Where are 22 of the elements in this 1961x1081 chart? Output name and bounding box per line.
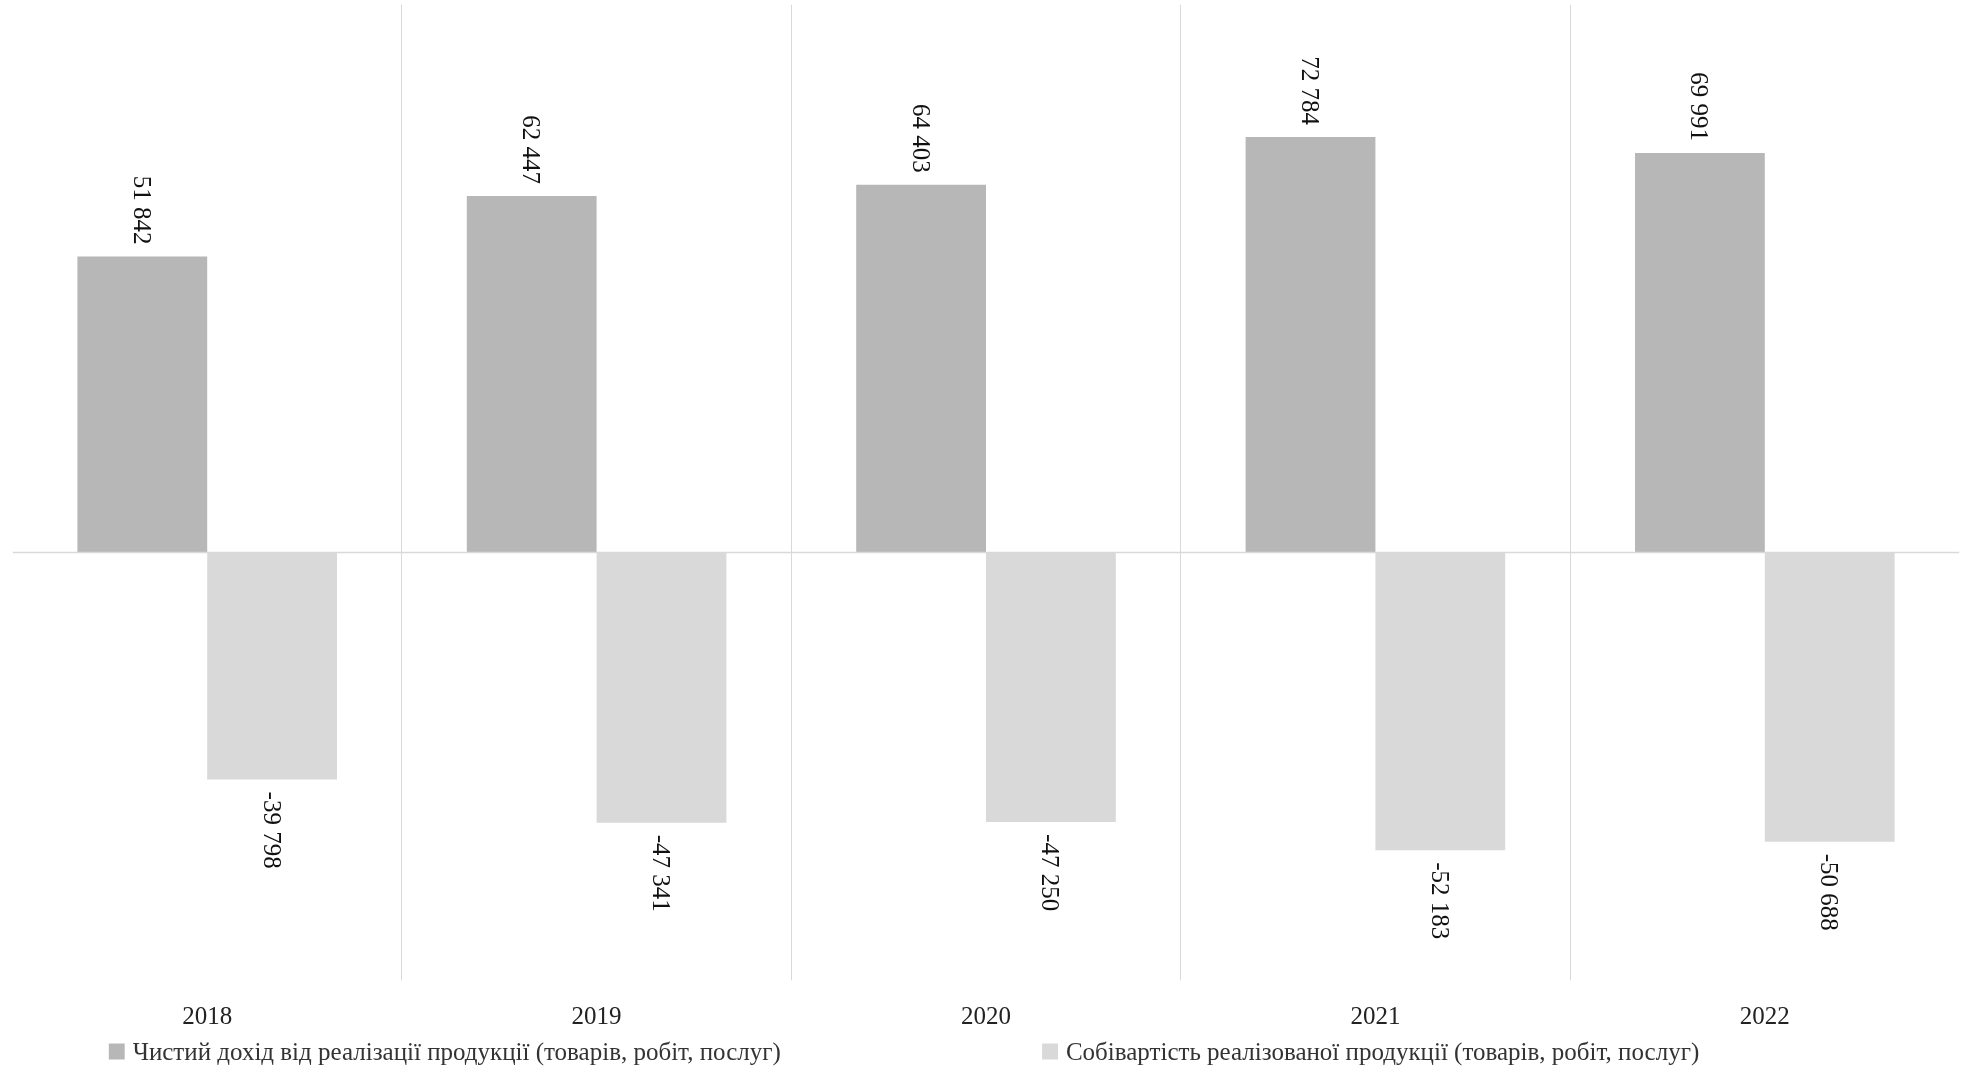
- data-label: 62 447: [518, 115, 546, 185]
- bar: [77, 256, 208, 553]
- legend-label: Чистий дохід від реалізації продукції (товарів, робіт, послуг): [132, 1038, 781, 1066]
- x-tick-label: 2020: [961, 1001, 1011, 1029]
- data-label: -47 250: [1037, 834, 1065, 912]
- data-label: -50 688: [1816, 853, 1844, 931]
- bar: [1245, 137, 1376, 553]
- data-label: -47 341: [648, 834, 675, 912]
- x-tick-label: 2019: [571, 1001, 622, 1029]
- data-label: 64 403: [907, 104, 935, 173]
- legend-label: Собівартість реалізованої продукції (товарів, робіт, послуг): [1065, 1038, 1700, 1066]
- bar: [1635, 152, 1765, 553]
- x-tick-label: 2021: [1350, 1001, 1401, 1029]
- data-label: 69 991: [1686, 72, 1714, 141]
- data-label: 51 842: [128, 175, 156, 245]
- x-tick-label: 2022: [1739, 1001, 1790, 1029]
- data-label: -39 798: [258, 791, 286, 869]
- bar: [856, 184, 986, 553]
- bar: [466, 196, 597, 553]
- data-label: 72 784: [1297, 56, 1324, 126]
- x-tick-label: 2018: [182, 1001, 233, 1029]
- data-label: -52 183: [1426, 862, 1454, 940]
